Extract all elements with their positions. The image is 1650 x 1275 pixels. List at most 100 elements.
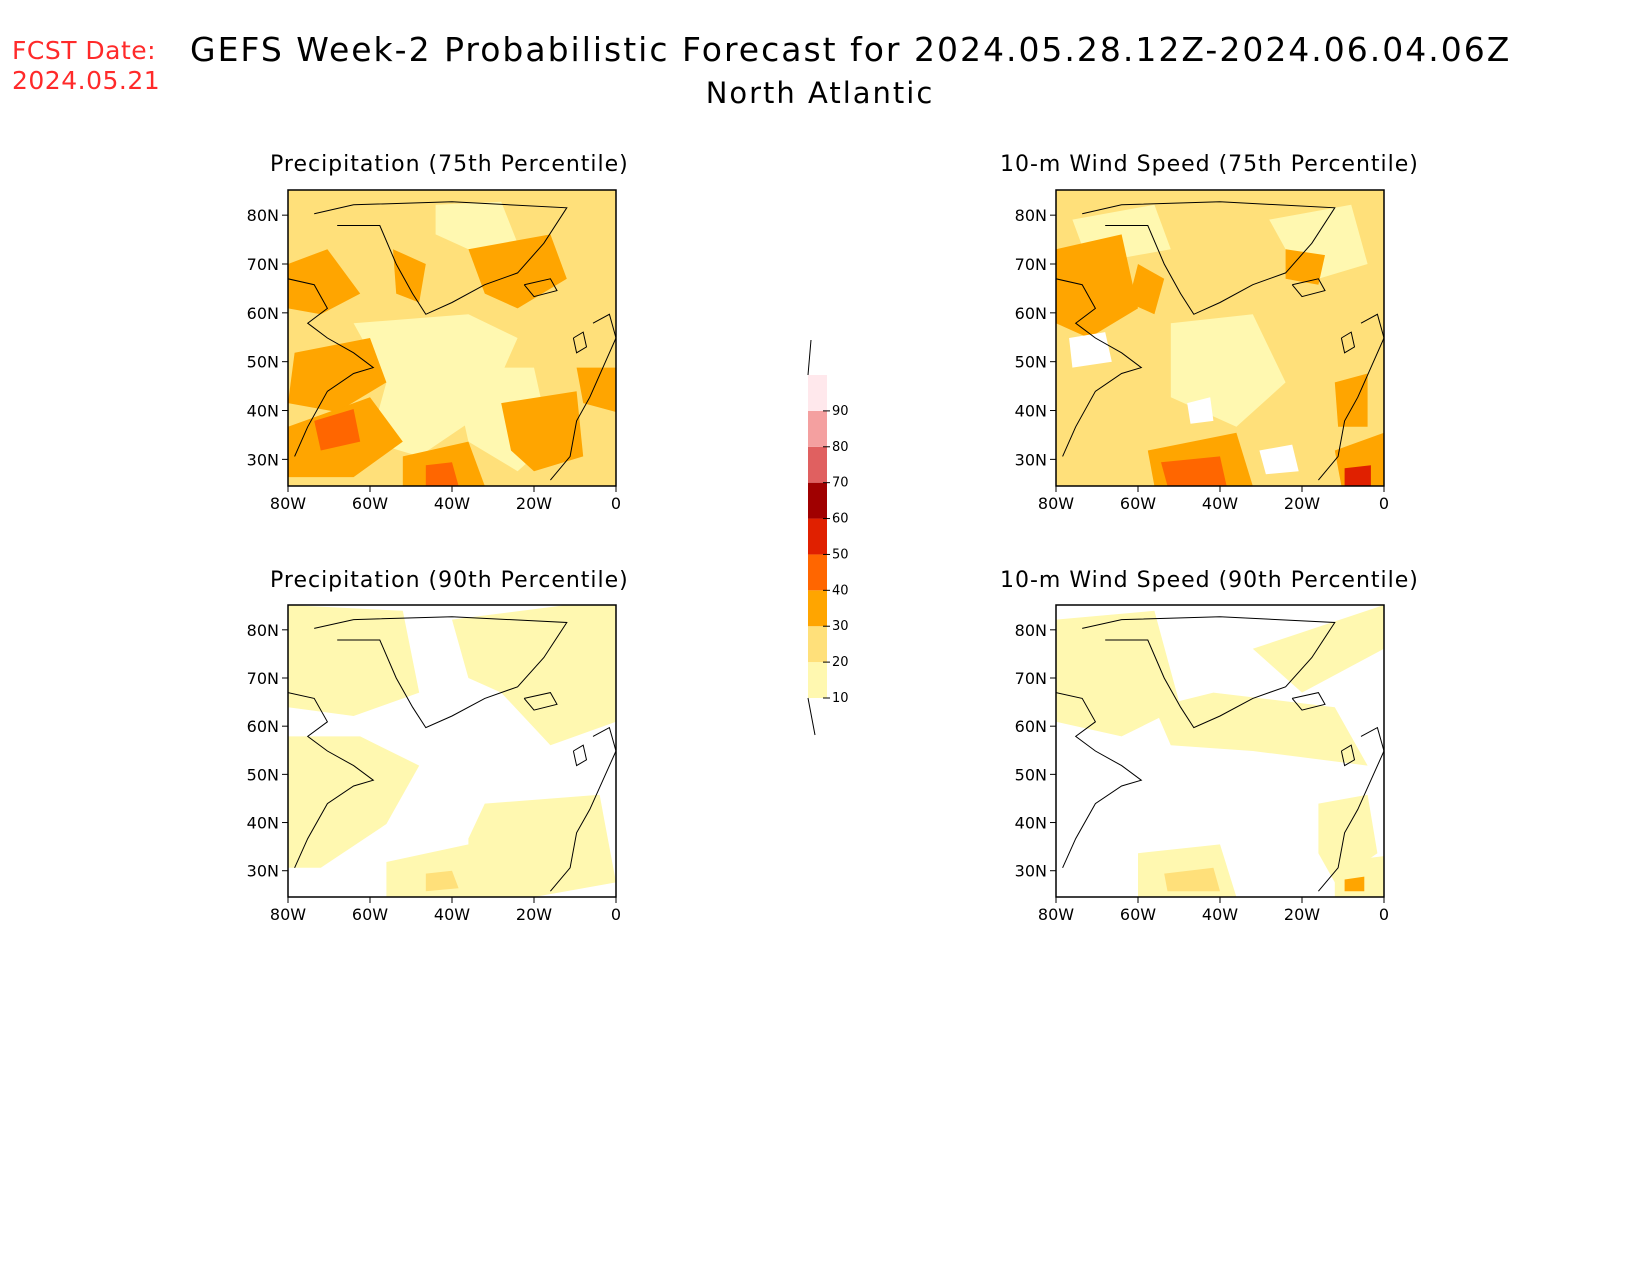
lat-tick-label: 30N (1015, 862, 1047, 881)
contour-region-c10 (1170, 314, 1286, 427)
coastline (1340, 744, 1356, 767)
coastline (1056, 278, 1143, 457)
coastline (1056, 692, 1143, 869)
contour-region-c30 (501, 391, 584, 472)
colorbar-swatch (808, 375, 827, 411)
contour-region-c30 (1285, 249, 1325, 285)
contour-region-c10 (1252, 605, 1384, 693)
map-field-1 (1056, 190, 1384, 486)
contour-region-none (1069, 332, 1112, 368)
colorbar-label: 60 (832, 512, 849, 527)
colorbar-label: 20 (832, 655, 849, 670)
coastline (550, 726, 616, 892)
lat-tick-label: 40N (1015, 814, 1047, 833)
panel-title-wind-75: 10-m Wind Speed (75th Percentile) (1000, 152, 1419, 177)
contour-region-c30 (288, 249, 361, 315)
lon-tick-label: 0 (1379, 905, 1389, 924)
colorbar: 10 20 30 40 50 60 70 80 90 (807, 339, 849, 736)
contour-region-c10 (353, 314, 518, 457)
lon-tick-label: 60W (352, 905, 388, 924)
map-panel-1: 80N 70N 60N 50N 40N 30N 80W 60W 40W 20W 0 (1015, 189, 1389, 513)
lon-tick-label: 20W (516, 905, 552, 924)
lon-tick-label: 60W (352, 494, 388, 513)
lon-tick-label: 80W (1038, 905, 1074, 924)
lon-tick-label: 0 (611, 905, 621, 924)
page-title: GEFS Week-2 Probabilistic Forecast for 2… (190, 30, 1512, 69)
lon-tick-label: 80W (270, 905, 306, 924)
map-field-3 (1056, 605, 1384, 897)
coastline (1318, 726, 1384, 892)
lat-tick-label: 50N (247, 765, 279, 784)
lat-tick-label: 60N (247, 304, 279, 323)
coastline (1082, 201, 1336, 315)
lat-tick-label: 70N (247, 669, 279, 688)
contour-region-c30 (288, 338, 387, 412)
lat-tick-label: 70N (1015, 669, 1047, 688)
colorbar-swatch (808, 554, 827, 591)
contour-region-c30 (576, 367, 616, 412)
colorbar-swatch (808, 446, 827, 483)
contour-region-c20 (425, 870, 459, 892)
coastline (1291, 692, 1326, 711)
contour-region-c10 (435, 201, 518, 250)
colorbar-label: 30 (832, 619, 849, 634)
contour-region-c20 (1164, 867, 1220, 892)
lat-tick-label: 30N (247, 862, 279, 881)
lon-tick-label: 20W (1284, 494, 1320, 513)
lat-tick-label: 30N (247, 450, 279, 469)
lon-tick-label: 80W (1038, 494, 1074, 513)
contour-region-c10 (1269, 204, 1368, 279)
lon-tick-label: 40W (1202, 494, 1238, 513)
contour-region-c30 (1344, 876, 1365, 892)
colorbar-label: 90 (832, 404, 849, 419)
lat-tick-label: 50N (1015, 353, 1047, 372)
coastline (288, 278, 375, 457)
panel-title-precip-90: Precipitation (90th Percentile) (270, 568, 629, 593)
contour-region-c10 (288, 605, 420, 716)
lat-tick-label: 80N (247, 621, 279, 640)
lat-tick-label: 80N (1015, 206, 1047, 225)
lon-tick-label: 0 (611, 494, 621, 513)
coastline (550, 313, 616, 481)
panel-title-wind-90: 10-m Wind Speed (90th Percentile) (1000, 568, 1419, 593)
lat-tick-label: 50N (1015, 765, 1047, 784)
fcst-date: 2024.05.21 (12, 66, 161, 95)
colorbar-triangle-edge (807, 339, 816, 736)
lat-tick-label: 70N (1015, 255, 1047, 274)
map-field-2 (288, 605, 616, 897)
colorbar-swatch (808, 482, 827, 519)
coastline (1318, 313, 1384, 481)
lon-tick-label: 20W (516, 494, 552, 513)
contour-region-c30 (1334, 373, 1368, 427)
map-panel-2: 80N 70N 60N 50N 40N 30N 80W 60W 40W 20W 0 (247, 604, 621, 924)
lat-tick-label: 40N (247, 402, 279, 421)
coastline (1082, 616, 1336, 729)
lat-tick-label: 70N (247, 255, 279, 274)
contour-region-c10 (452, 605, 616, 746)
contour-region-c30 (468, 234, 567, 309)
lat-tick-label: 40N (247, 814, 279, 833)
lon-tick-label: 20W (1284, 905, 1320, 924)
contour-region-c50 (1344, 465, 1371, 486)
map-panel-3: 80N 70N 60N 50N 40N 30N 80W 60W 40W 20W 0 (1015, 604, 1389, 924)
coastline (314, 201, 568, 315)
colorbar-label: 40 (832, 583, 849, 598)
lon-tick-label: 60W (1120, 905, 1156, 924)
lat-tick-label: 40N (1015, 402, 1047, 421)
lon-tick-label: 40W (1202, 905, 1238, 924)
map-field-0 (288, 190, 616, 486)
contour-region-none (1259, 444, 1299, 475)
colorbar-label: 80 (832, 440, 849, 455)
region-subtitle: North Atlantic (705, 76, 935, 110)
colorbar-swatch (808, 410, 827, 447)
lat-tick-label: 60N (247, 717, 279, 736)
lon-tick-label: 80W (270, 494, 306, 513)
coastline (523, 278, 558, 298)
contour-region-c30 (1128, 264, 1165, 315)
coastline (288, 692, 375, 869)
contour-region-c10 (468, 794, 616, 897)
lat-tick-label: 30N (1015, 450, 1047, 469)
contour-region-c40 (1161, 456, 1227, 486)
panel-title-precip-75: Precipitation (75th Percentile) (270, 152, 629, 177)
